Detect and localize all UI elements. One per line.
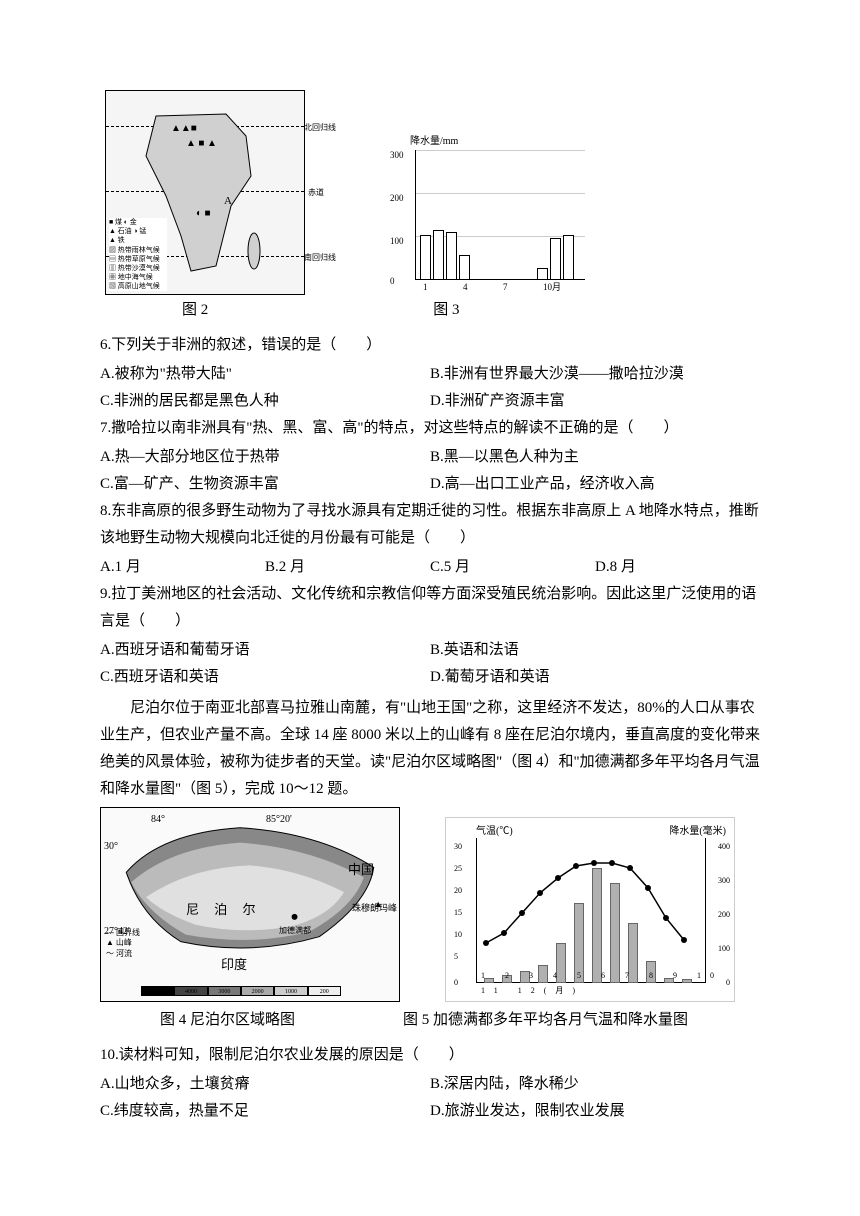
temp-line xyxy=(476,838,706,983)
africa-legend: ■ 煤 ◐ 金 ▲ 石油 ◑ 锰 ▲ 铁 ▨ 热带雨林气候 ▤ 热带草原气候 ▥… xyxy=(109,218,167,291)
q6-stem: 6.下列关于非洲的叙述，错误的是（ ） xyxy=(100,332,760,359)
q7-options: A.热—大部分地区位于热带 B.黑—以黑色人种为主 C.富—矿产、生物资源丰富 … xyxy=(100,444,760,498)
q10-d: D.旅游业发达，限制农业发展 xyxy=(430,1098,760,1125)
everest-label: 珠穆朗玛峰 xyxy=(352,900,397,916)
q7-b: B.黑—以黑色人种为主 xyxy=(430,444,760,471)
q9-a: A.西班牙语和葡萄牙语 xyxy=(100,637,430,664)
q6-options: A.被称为"热带大陆" B.非洲有世界最大沙漠——撒哈拉沙漠 C.非洲的居民都是… xyxy=(100,361,760,415)
kathmandu-label: 加德满都 xyxy=(279,924,311,938)
elevation-scale: 5000 4000 3000 2000 1000 200 xyxy=(141,986,341,996)
nepal-label: 尼 泊 尔 xyxy=(186,898,262,921)
q7-a: A.热—大部分地区位于热带 xyxy=(100,444,430,471)
q9-stem: 9.拉丁美洲地区的社会活动、文化传统和宗教信仰等方面深受殖民统治影响。因此这里广… xyxy=(100,581,760,635)
africa-map: 北回归线 赤道 南回归线 A ▲▲■ ▲ ■ ▲ ◐ ■ ■ 煤 ◐ 金 ▲ 石… xyxy=(105,90,305,295)
q6-a: A.被称为"热带大陆" xyxy=(100,361,430,388)
svg-text:◐ ■: ◐ ■ xyxy=(196,208,211,219)
q7-c: C.富—矿产、生物资源丰富 xyxy=(100,471,430,498)
fig5-label: 图 5 加德满都多年平均各月气温和降水量图 xyxy=(403,1007,688,1034)
passage-nepal: 尼泊尔位于南亚北部喜马拉雅山南麓，有"山地王国"之称，这里经济不发达，80%的人… xyxy=(100,695,760,803)
q9-c: C.西班牙语和英语 xyxy=(100,664,430,691)
precipitation-bar-chart: 降水量/mm 300 200 100 0 1 4 7 10月 xyxy=(385,135,595,295)
q10-stem: 10.读材料可知，限制尼泊尔农业发展的原因是（ ） xyxy=(100,1042,760,1069)
bar-10 xyxy=(537,268,548,280)
q10-a: A.山地众多，土壤贫瘠 xyxy=(100,1071,430,1098)
bar-1 xyxy=(420,235,431,280)
q9-b: B.英语和法语 xyxy=(430,637,760,664)
q8-c: C.5 月 xyxy=(430,554,595,581)
nepal-map: 84° 85°20' 30° 27°42' ▲ 中国 尼 泊 尔 印度 珠穆朗玛… xyxy=(100,807,400,1002)
q10-c: C.纬度较高，热量不足 xyxy=(100,1098,430,1125)
x-axis-months: 1 2 3 4 5 6 7 8 9 10 11 12(月) xyxy=(481,969,734,998)
bar-11 xyxy=(550,238,561,280)
svg-text:▲▲■: ▲▲■ xyxy=(171,123,197,134)
bar-3 xyxy=(446,232,457,280)
q6-c: C.非洲的居民都是黑色人种 xyxy=(100,388,430,415)
bar-4 xyxy=(459,255,470,280)
q8-stem: 8.东非高原的很多野生动物为了寻找水源具有定期迁徙的习性。根据东非高原上 A 地… xyxy=(100,498,760,552)
figure-labels-top: 图 2 图 3 xyxy=(100,297,760,324)
q9-options: A.西班牙语和葡萄牙语 B.英语和法语 C.西班牙语和英语 D.葡萄牙语和英语 xyxy=(100,637,760,691)
svg-text:▲ ■ ▲: ▲ ■ ▲ xyxy=(186,138,217,149)
q10-b: B.深居内陆，降水稀少 xyxy=(430,1071,760,1098)
q8-d: D.8 月 xyxy=(595,554,760,581)
india-label: 印度 xyxy=(221,953,247,976)
climate-chart: 气温(℃) 降水量(毫米) 30 25 20 15 10 5 0 400 300… xyxy=(445,817,735,1002)
point-a-label: A xyxy=(224,195,232,207)
bar-2 xyxy=(433,230,444,280)
figure-labels-bottom: 图 4 尼泊尔区域略图 图 5 加德满都多年平均各月气温和降水量图 xyxy=(100,1007,760,1034)
nepal-legend: --- 国界线 ▲ 山峰 ～ 河流 xyxy=(106,928,140,959)
fig3-label: 图 3 xyxy=(433,297,459,324)
q7-d: D.高—出口工业产品，经济收入高 xyxy=(430,471,760,498)
q10-options: A.山地众多，土壤贫瘠 B.深居内陆，降水稀少 C.纬度较高，热量不足 D.旅游… xyxy=(100,1071,760,1125)
china-label: 中国 xyxy=(348,858,374,881)
q8-a: A.1 月 xyxy=(100,554,265,581)
q6-d: D.非洲矿产资源丰富 xyxy=(430,388,760,415)
q6-b: B.非洲有世界最大沙漠——撒哈拉沙漠 xyxy=(430,361,760,388)
bar-12 xyxy=(563,235,574,280)
fig4-label: 图 4 尼泊尔区域略图 xyxy=(160,1007,295,1034)
figures-bottom-row: 84° 85°20' 30° 27°42' ▲ 中国 尼 泊 尔 印度 珠穆朗玛… xyxy=(100,807,760,1002)
figures-top-row: 北回归线 赤道 南回归线 A ▲▲■ ▲ ■ ▲ ◐ ■ ■ 煤 ◐ 金 ▲ 石… xyxy=(100,90,760,295)
fig2-label: 图 2 xyxy=(182,297,208,324)
q8-options: A.1 月 B.2 月 C.5 月 D.8 月 xyxy=(100,554,760,581)
q7-stem: 7.撒哈拉以南非洲具有"热、黑、富、高"的特点，对这些特点的解读不正确的是（ ） xyxy=(100,415,760,442)
chart-y-title: 降水量/mm xyxy=(410,133,458,151)
q9-d: D.葡萄牙语和英语 xyxy=(430,664,760,691)
q8-b: B.2 月 xyxy=(265,554,430,581)
